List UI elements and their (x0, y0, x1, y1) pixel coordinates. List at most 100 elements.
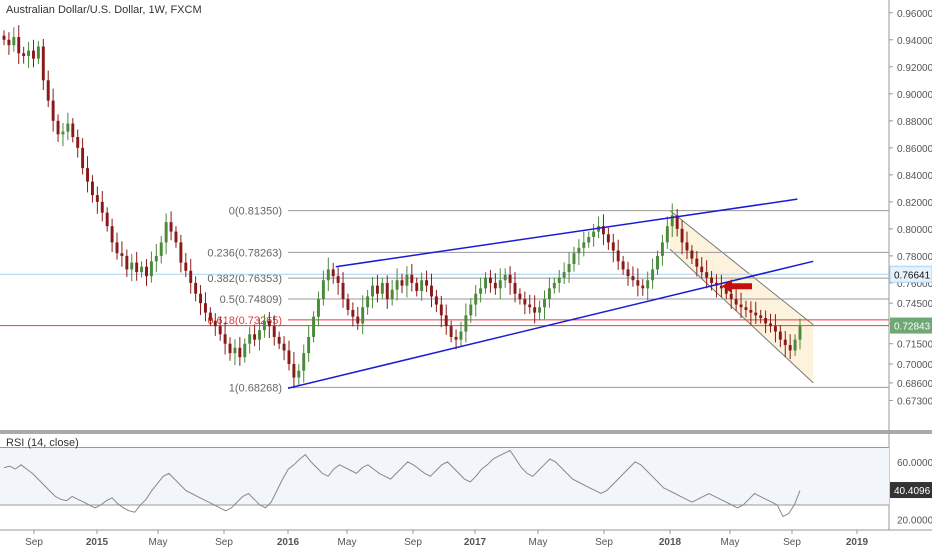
time-tick-label: May (721, 537, 740, 548)
price-tick-label: 0.96000 (897, 9, 932, 20)
candle-body (331, 269, 335, 277)
candle-body (199, 293, 203, 304)
candle-body (513, 282, 517, 294)
candle-body (312, 316, 316, 337)
candle-body (601, 226, 605, 235)
candle-body (258, 330, 261, 340)
candle-body (592, 231, 596, 237)
candle-body (547, 288, 551, 300)
current-price-value: 0.72843 (894, 322, 931, 333)
candle-body (351, 309, 355, 317)
candle-body (759, 315, 763, 319)
candle-body (606, 234, 610, 243)
candle-body (7, 39, 11, 46)
candle-body (395, 280, 399, 290)
candle-body (528, 304, 532, 308)
candle-body (474, 293, 478, 305)
candle-body (71, 123, 75, 138)
candle-body (587, 236, 591, 243)
candle-body (680, 228, 684, 243)
candle-body (380, 282, 384, 294)
rsi-line (3, 449, 801, 518)
candle-body (538, 307, 542, 313)
candle-body (22, 53, 26, 56)
candle-body (302, 353, 306, 371)
candle-body (518, 293, 522, 300)
candle-body (32, 50, 35, 59)
candles (2, 25, 802, 389)
candle-body (552, 282, 556, 289)
candle-body (434, 296, 438, 305)
candle-body (228, 343, 232, 354)
candle-body (145, 266, 148, 277)
candle-body (769, 323, 772, 327)
candle-body (267, 320, 271, 327)
candle-body (223, 334, 227, 344)
candle-body (675, 215, 679, 229)
candle-body (508, 274, 512, 283)
candle-body (125, 255, 129, 270)
candle-body (95, 195, 99, 202)
candle-body (61, 131, 65, 135)
time-tick-label: 2016 (277, 537, 300, 548)
candle-body (454, 336, 458, 340)
falling-channel-upper (669, 210, 814, 326)
marked-level-value: 0.76641 (894, 270, 931, 281)
candle-body (636, 280, 640, 286)
fib-label-5: 1(0.68268) (229, 382, 282, 394)
price-tick-label: 0.76000 (897, 279, 932, 290)
candle-body (410, 274, 414, 283)
candle-body (371, 285, 374, 297)
candle-body (646, 280, 650, 289)
candle-body (233, 347, 237, 354)
candle-body (611, 242, 615, 251)
current-price-badge (890, 317, 932, 334)
candle-body (203, 303, 207, 313)
candle-body (81, 147, 85, 169)
candle-body (120, 253, 124, 256)
time-tick-label: 2018 (659, 537, 682, 548)
candle-body (616, 250, 620, 262)
candle-body (788, 345, 792, 351)
candle-body (282, 343, 286, 351)
chart-title: Australian Dollar/U.S. Dollar, 1W, FXCM (6, 4, 202, 16)
candle-body (464, 315, 468, 332)
candle-body (405, 274, 409, 286)
candle-body (56, 120, 60, 135)
candle-body (793, 339, 797, 351)
candle-body (154, 255, 158, 262)
candle-body (208, 312, 212, 321)
candle-body (420, 280, 424, 292)
price-tick-label: 0.80000 (897, 225, 932, 236)
candle-body (346, 299, 350, 310)
candle-body (493, 282, 497, 289)
candle-body (194, 282, 198, 294)
candle-body (484, 277, 487, 289)
candle-body (292, 363, 296, 378)
time-tick-label: Sep (25, 537, 43, 548)
candle-body (317, 299, 320, 317)
fib-label-0: 0(0.81350) (229, 206, 282, 218)
candle-body (439, 304, 443, 316)
candle-body (169, 222, 173, 232)
candle-body (248, 334, 252, 344)
candle-body (503, 274, 507, 281)
candle-body (543, 299, 546, 308)
candle-body (430, 285, 433, 297)
candle-body (86, 168, 89, 182)
candle-body (798, 326, 802, 340)
time-tick-label: Sep (595, 537, 613, 548)
rsi-value-badge (890, 482, 932, 499)
candle-body (778, 331, 782, 340)
price-tick-label: 0.70000 (897, 360, 932, 371)
candle-body (651, 269, 655, 281)
annotation-arrow (722, 279, 752, 294)
candle-body (105, 212, 109, 227)
candle-body (415, 282, 419, 292)
candle-body (41, 46, 45, 81)
candle-body (685, 242, 689, 251)
candle-body (670, 215, 674, 227)
fib-label-2: 0.382(0.76353) (207, 273, 282, 285)
candle-body (533, 307, 537, 313)
